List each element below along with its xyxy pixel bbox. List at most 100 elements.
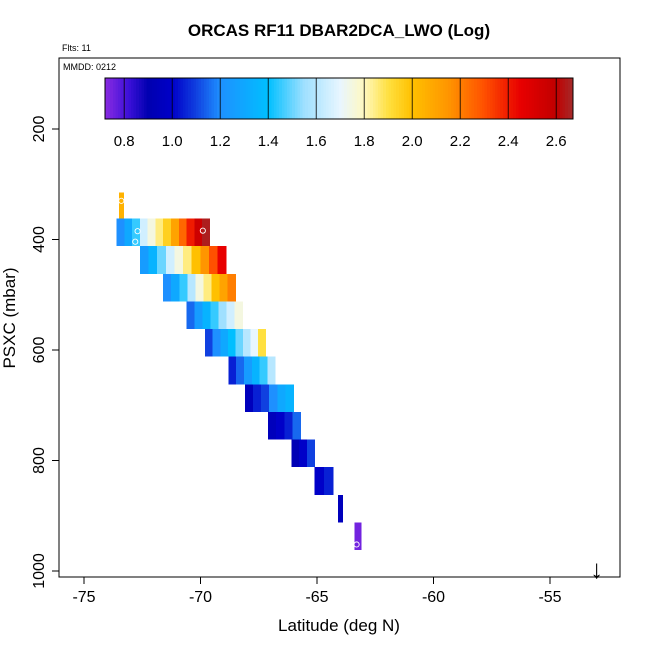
colorbar-segment (110, 78, 114, 119)
colorbar-segment (245, 78, 249, 119)
colorbar-segment (349, 78, 353, 119)
heatmap-cell (171, 273, 180, 302)
colorbar-segment (435, 78, 439, 119)
heatmap-cell (202, 218, 211, 247)
colorbar-segment (313, 78, 317, 119)
colorbar-segment (276, 78, 280, 119)
colorbar-segment (224, 78, 228, 119)
colorbar-segment (487, 78, 491, 119)
colorbar-tick-label: 1.4 (258, 133, 279, 150)
colorbar-segment (214, 78, 218, 119)
colorbar-segment (146, 78, 150, 119)
heatmap-cell (243, 356, 253, 385)
colorbar-tick-label: 1.6 (306, 133, 327, 150)
colorbar-segment (344, 78, 348, 119)
colorbar-segment (136, 78, 140, 119)
colorbar-segment (424, 78, 428, 119)
colorbar-segment (409, 78, 413, 119)
y-tick-label: 1000 (31, 553, 48, 589)
colorbar-segment (336, 78, 340, 119)
colorbar-segment (175, 78, 179, 119)
colorbar-segment (326, 78, 330, 119)
colorbar-segment (250, 78, 254, 119)
colorbar-segment (419, 78, 423, 119)
heatmap-cell (118, 192, 125, 219)
colorbar-segment (118, 78, 122, 119)
colorbar-segment (500, 78, 504, 119)
heatmap-cell (139, 218, 149, 247)
colorbar-segment (484, 78, 488, 119)
heatmap-cell (299, 439, 308, 468)
heatmap-cell (337, 494, 344, 523)
colorbar-segment (107, 78, 111, 119)
colorbar-segment (193, 78, 197, 119)
data-marker (132, 238, 139, 245)
colorbar-segment (398, 78, 402, 119)
colorbar-segment (287, 78, 291, 119)
colorbar-segment (354, 78, 358, 119)
colorbar-segment (359, 78, 363, 119)
y-axis: 200 400 600 800 1000 (31, 116, 60, 589)
colorbar-segment (209, 78, 213, 119)
heatmap-cell (243, 329, 251, 357)
colorbar-segment (115, 78, 119, 119)
colorbar-segment (198, 78, 202, 119)
colorbar-segment (417, 78, 421, 119)
flights-annotation: Flts: 11 (62, 43, 91, 53)
colorbar-segment (154, 78, 158, 119)
heatmap-cell (250, 329, 259, 357)
colorbar-segment (294, 78, 298, 119)
colorbar-segment (229, 78, 233, 119)
colorbar-segment (240, 78, 244, 119)
heatmap-cell (220, 329, 229, 357)
x-tick-label: -55 (538, 589, 561, 606)
data-markers (118, 197, 360, 548)
colorbar-segment (570, 78, 574, 119)
heatmap-cell (291, 439, 300, 468)
colorbar-segment (549, 78, 553, 119)
colorbar-segment (170, 78, 174, 119)
colorbar-segment (211, 78, 215, 119)
x-tick-label: -60 (422, 589, 445, 606)
heatmap-cell (277, 384, 286, 412)
colorbar-segment (375, 78, 379, 119)
heatmap-cell (269, 384, 278, 412)
colorbar-segment (307, 78, 311, 119)
colorbar-segment (141, 78, 145, 119)
colorbar-tick-label: 1.8 (354, 133, 375, 150)
colorbar-segment (227, 78, 231, 119)
y-tick-label: 600 (31, 337, 48, 364)
colorbar-segment (396, 78, 400, 119)
colorbar-segment (388, 78, 392, 119)
heatmap-cell (179, 273, 188, 302)
colorbar-segment (284, 78, 288, 119)
colorbar-segment (128, 78, 132, 119)
colorbar-segment (235, 78, 239, 119)
colorbar-segment (352, 78, 356, 119)
colorbar-segment (289, 78, 293, 119)
heatmap-cell (236, 356, 245, 385)
colorbar-segment (248, 78, 252, 119)
heatmap-cell (276, 411, 285, 440)
colorbar-segment (393, 78, 397, 119)
colorbar-segment (479, 78, 483, 119)
colorbar-segment (268, 78, 272, 119)
heatmap-cell (208, 246, 218, 274)
colorbar-segment (443, 78, 447, 119)
colorbar-segment (346, 78, 350, 119)
colorbar-segment (157, 78, 161, 119)
heatmap-cell (132, 218, 141, 247)
colorbar-segment (206, 78, 210, 119)
heatmap-cell (186, 301, 195, 330)
colorbar-segment (474, 78, 478, 119)
heatmap-cell (183, 246, 193, 274)
heatmap-cell (226, 301, 235, 330)
colorbar-segment (201, 78, 205, 119)
colorbar-segment (440, 78, 444, 119)
heatmap-cell (259, 356, 268, 385)
colorbar-segment (544, 78, 548, 119)
colorbar-segment (469, 78, 473, 119)
colorbar-segment (448, 78, 452, 119)
y-tick-label: 800 (31, 447, 48, 474)
colorbar-segment (411, 78, 415, 119)
